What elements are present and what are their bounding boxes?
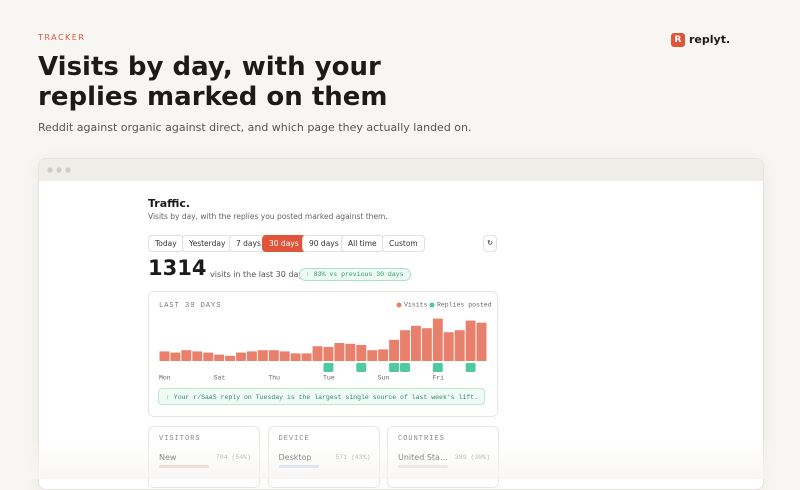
- bar: [421, 328, 432, 361]
- legend-swatch: [396, 302, 402, 308]
- x-tick-label: Sun: [378, 375, 390, 382]
- window-dots: [47, 167, 71, 173]
- chart: LAST 30 DAYS Mon Sat Thu Tue Sun Fri Visits Rep…: [159, 302, 492, 382]
- range-button[interactable]: 30 days: [262, 235, 306, 252]
- legend-label: Replies posted: [437, 302, 492, 309]
- bar: [268, 350, 279, 361]
- bar: [367, 350, 378, 361]
- reply-marker: [465, 363, 476, 372]
- fade-overlay: [0, 440, 800, 479]
- x-tick-label: Mon: [159, 375, 171, 382]
- refresh-button[interactable]: ↻: [483, 235, 497, 252]
- total: 1314: [148, 256, 207, 280]
- legend-swatch: [429, 302, 435, 308]
- logo-icon: R: [671, 33, 685, 47]
- bar: [170, 352, 181, 361]
- bar: [236, 352, 246, 361]
- subtitle: Reddit against organic against direct, a…: [38, 121, 472, 134]
- bar: [290, 353, 301, 361]
- bar: [378, 349, 389, 361]
- range-button[interactable]: Custom: [382, 235, 425, 252]
- bar: [203, 352, 214, 361]
- reply-marker: [323, 363, 334, 372]
- chart-title: LAST 30 DAYS: [159, 302, 221, 310]
- window-bar: [39, 159, 763, 181]
- bar: [181, 350, 192, 361]
- legend-label: Visits: [404, 302, 428, 309]
- x-tick-label: Sat: [214, 375, 226, 382]
- app-title: Traffic.: [148, 197, 191, 210]
- reply-marker: [356, 363, 367, 372]
- reply-marker: [400, 363, 410, 372]
- bar: [465, 320, 476, 361]
- bar: [279, 351, 290, 361]
- card-title: DEVICE: [278, 435, 310, 443]
- bar: [443, 332, 454, 361]
- bar: [432, 318, 443, 361]
- bar: [345, 343, 356, 361]
- reply-marker: [389, 363, 400, 372]
- bar: [159, 351, 170, 361]
- bar: [301, 353, 312, 361]
- bar: [312, 346, 323, 361]
- app-subtitle: Visits by day, with the replies you post…: [148, 212, 388, 221]
- bar: [334, 343, 345, 361]
- bar: [476, 322, 487, 361]
- bar: [410, 325, 421, 361]
- x-tick-label: Thu: [268, 375, 280, 382]
- logo[interactable]: replyt.: [689, 33, 731, 46]
- bar: [257, 350, 268, 361]
- bar: [323, 347, 334, 361]
- eyebrow: TRACKER: [38, 33, 86, 42]
- x-tick-label: Tue: [323, 375, 335, 382]
- insight-note: ↑ Your r/SaaS reply on Tuesday is the la…: [158, 388, 485, 405]
- bar: [246, 351, 257, 361]
- x-tick-label: Fri: [432, 375, 444, 382]
- title: Visits by day, with your replies marked o…: [38, 52, 388, 112]
- change-badge: ↑ 83% vs previous 30 days: [299, 268, 411, 281]
- bar: [454, 330, 465, 361]
- title-line: Visits by day, with your: [38, 52, 381, 82]
- bar: [389, 339, 400, 361]
- bar: [400, 330, 410, 361]
- bar: [214, 354, 225, 361]
- card-title: VISITORS: [159, 435, 201, 443]
- bar: [192, 351, 203, 361]
- card-title: COUNTRIES: [398, 435, 445, 443]
- title-line: replies marked on them: [38, 82, 388, 112]
- bar: [356, 345, 367, 361]
- bar: [225, 355, 236, 361]
- reply-marker: [432, 363, 443, 372]
- page: TRACKER Visits by day, with your replies …: [0, 33, 800, 490]
- total-caption: visits in the last 30 days: [210, 270, 308, 279]
